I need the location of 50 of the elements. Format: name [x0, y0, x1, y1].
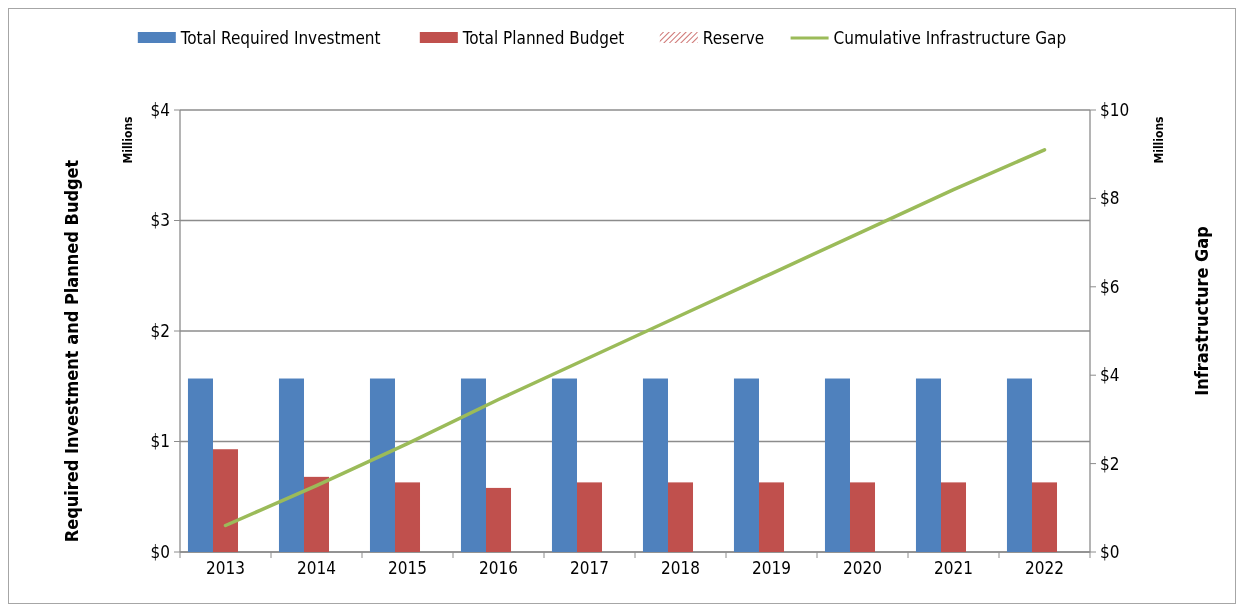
- bar: [758, 482, 785, 552]
- y-axis-title: Required Investment and Planned Budget: [61, 159, 82, 543]
- bar: [824, 378, 850, 552]
- x-tick-label: 2016: [479, 558, 518, 578]
- y2-tick-label: $10: [1100, 99, 1130, 120]
- bar: [212, 449, 239, 552]
- bar: [369, 378, 395, 552]
- legend-label: Total Required Investment: [179, 27, 381, 48]
- bar: [667, 482, 694, 552]
- y2-axis-title: Infrastructure Gap: [1191, 226, 1212, 396]
- y-tick-label: $2: [150, 320, 170, 341]
- bar: [733, 378, 759, 552]
- bar: [303, 476, 330, 552]
- bar: [278, 378, 304, 552]
- y2-tick-label: $8: [1100, 188, 1120, 209]
- legend-label: Cumulative Infrastructure Gap: [833, 27, 1067, 48]
- y-tick-label: $4: [150, 99, 170, 120]
- x-tick-label: 2021: [934, 558, 973, 578]
- y2-tick-label: $4: [1100, 365, 1120, 386]
- x-tick-label: 2018: [661, 558, 700, 578]
- bar: [915, 378, 941, 552]
- x-tick-label: 2013: [206, 558, 245, 578]
- y2-tick-label: $0: [1100, 541, 1120, 562]
- y2-tick-label: $2: [1100, 453, 1120, 474]
- y2-tick-label: $6: [1100, 276, 1120, 297]
- y-tick-label: $0: [150, 541, 170, 562]
- bar: [576, 482, 603, 552]
- line-series: [223, 148, 1047, 528]
- legend-label: Total Planned Budget: [461, 27, 625, 48]
- x-tick-label: 2019: [752, 558, 791, 578]
- y-tick-label: $3: [150, 210, 170, 231]
- x-tick-label: 2017: [570, 558, 609, 578]
- x-tick-label: 2015: [388, 558, 427, 578]
- bar: [394, 482, 421, 552]
- bar: [642, 378, 668, 552]
- y-tick-label: $1: [150, 431, 170, 452]
- bar: [940, 482, 967, 552]
- text: Millions: [1152, 116, 1166, 164]
- bar: [1031, 482, 1058, 552]
- x-tick-label: 2020: [843, 558, 882, 578]
- x-tick-label: 2014: [297, 558, 336, 578]
- bar: [485, 487, 512, 552]
- bar: [1006, 378, 1032, 552]
- bar: [187, 378, 213, 552]
- bar: [551, 378, 577, 552]
- bar: [460, 378, 486, 552]
- x-tick-label: 2022: [1025, 558, 1064, 578]
- bar: [849, 482, 876, 552]
- text: Millions: [121, 116, 135, 164]
- legend-label: Reserve: [702, 27, 765, 48]
